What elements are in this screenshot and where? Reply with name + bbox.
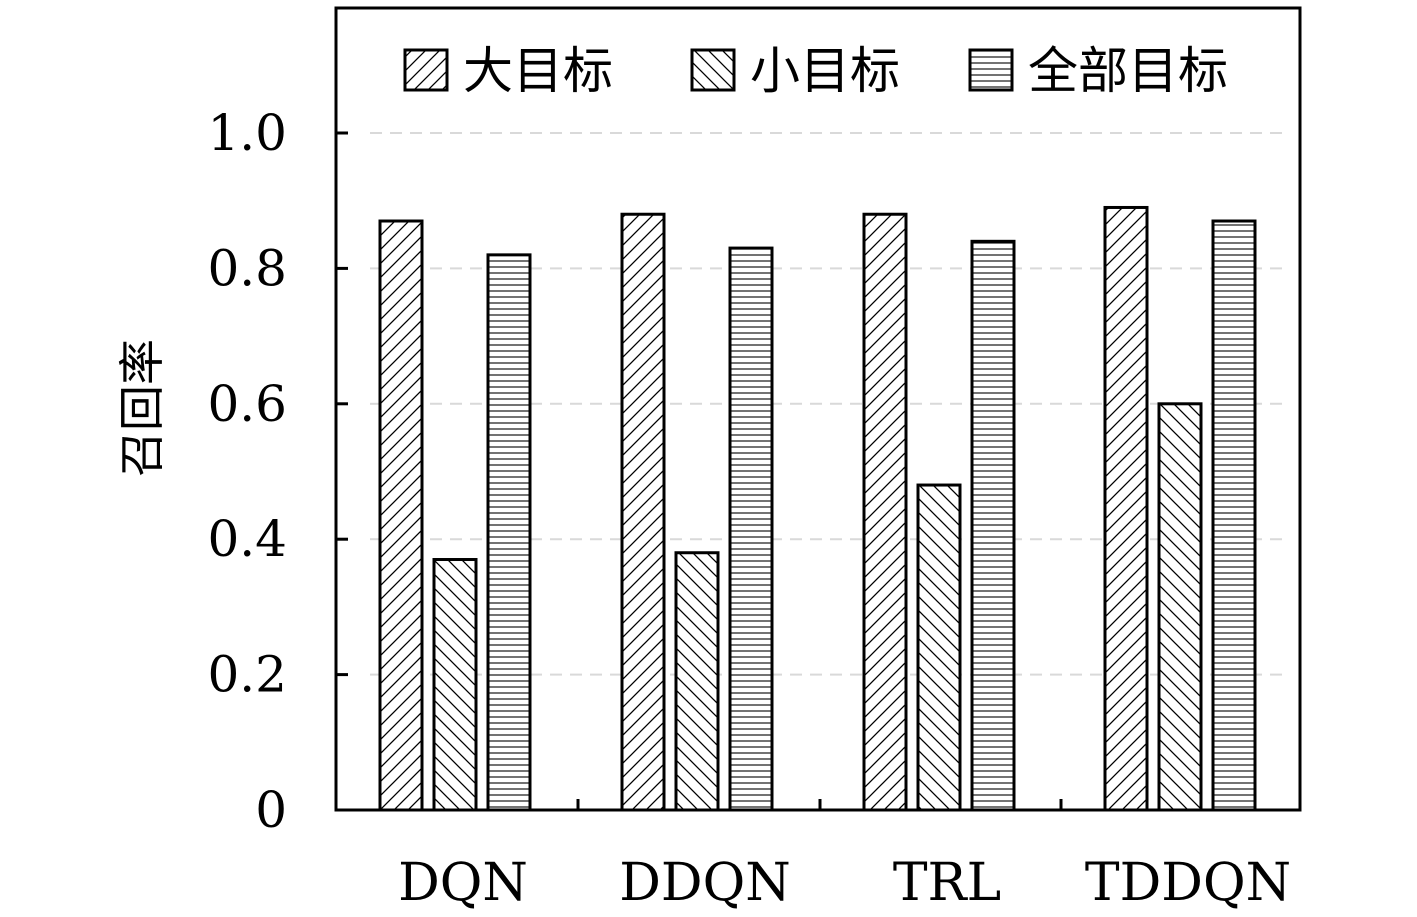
bar <box>378 219 424 812</box>
y-tick-label: 0 <box>255 781 287 839</box>
x-tick-label: TRL <box>893 853 1001 913</box>
legend-label: 全部目标 <box>1028 42 1228 100</box>
y-axis-label: 召回率 <box>115 339 169 477</box>
bar <box>916 483 962 812</box>
y-tick-label: 0.2 <box>207 646 287 704</box>
x-tick-label: TDDQN <box>1085 853 1291 913</box>
bar <box>862 212 908 812</box>
legend-swatch <box>690 48 736 92</box>
bar <box>1157 402 1203 812</box>
legend-swatch <box>968 48 1014 92</box>
legend-label: 大目标 <box>463 42 613 100</box>
x-tick-label: DDQN <box>619 853 791 913</box>
y-tick-label: 0.6 <box>207 375 287 433</box>
y-tick-label: 0.8 <box>207 239 287 297</box>
plot-frame <box>334 6 1302 812</box>
bar <box>620 212 666 812</box>
bars <box>378 205 1257 812</box>
bar <box>486 253 532 812</box>
legend-swatch <box>403 48 449 92</box>
x-tick-label: DQN <box>398 853 528 913</box>
bar <box>728 246 774 812</box>
bar <box>1103 205 1149 812</box>
bar <box>674 551 720 812</box>
tick-labels: 0 0.2 0.4 0.6 0.8 1.0 DQN DDQN TRL TDDQN <box>207 104 1291 913</box>
legend-label: 小目标 <box>750 42 900 100</box>
axes <box>334 6 1302 812</box>
y-tick-label: 1.0 <box>207 104 287 162</box>
y-tick-label: 0.4 <box>207 510 287 568</box>
legend: 大目标 小目标 全部目标 <box>403 42 1228 100</box>
bar <box>970 239 1016 812</box>
bar <box>1211 219 1257 812</box>
bar <box>432 558 478 812</box>
